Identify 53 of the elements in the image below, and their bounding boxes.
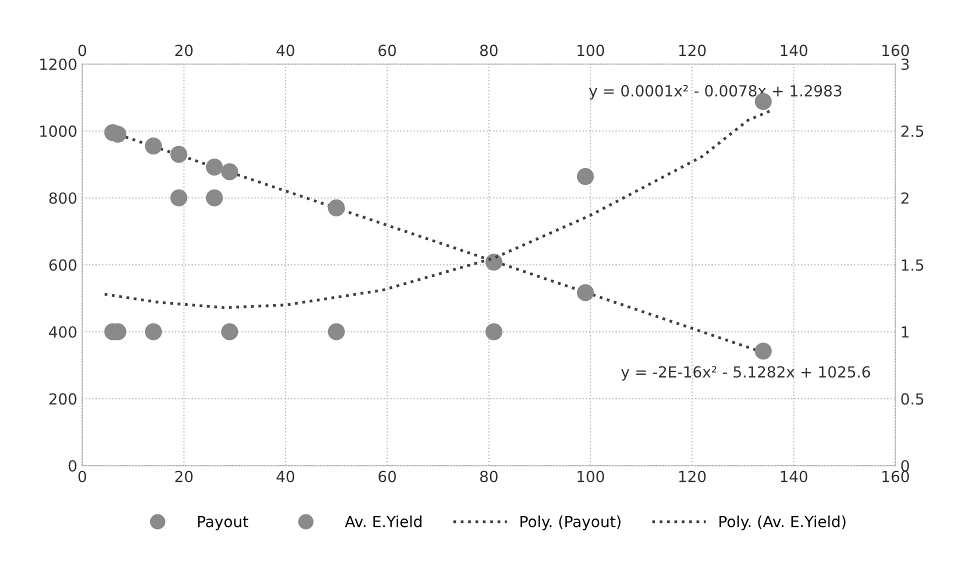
- y2-tick-label: 0: [901, 460, 909, 472]
- x-tick-label: 100: [578, 470, 604, 482]
- y2-tick-label: 2.5: [901, 125, 924, 137]
- point: [206, 189, 223, 206]
- legend-label: Payout: [198, 516, 248, 530]
- point: [485, 323, 502, 340]
- y2-tick-label: 3: [901, 58, 909, 70]
- x2-tick-label: 0: [78, 44, 86, 56]
- annotation: y = 0.0001x² - 0.0078x + 1.2983: [589, 85, 842, 100]
- y-tick-label: 0: [68, 460, 76, 472]
- y-tick-label: 600: [49, 259, 76, 271]
- legend-label: Poly. (Av. E.Yield): [720, 515, 846, 530]
- point: [576, 284, 594, 302]
- x-tick-label: 160: [882, 470, 909, 482]
- point: [144, 323, 162, 340]
- x-tick-label: 40: [276, 470, 294, 482]
- x-tick-label: 60: [378, 470, 396, 482]
- point: [576, 168, 594, 185]
- x2-tick-label: 120: [679, 44, 706, 56]
- x-tick-label: 80: [480, 470, 498, 482]
- point: [144, 138, 162, 155]
- y2-tick-label: 0.5: [901, 393, 924, 405]
- y2-tick-label: 1: [902, 326, 909, 338]
- y2-tick-label: 1.5: [902, 259, 924, 271]
- y-tick-label: 400: [49, 326, 76, 338]
- point: [754, 342, 772, 360]
- point: [206, 158, 223, 176]
- point: [328, 323, 345, 340]
- point: [221, 323, 238, 340]
- x-tick-label: 140: [780, 470, 808, 482]
- x2-tick-label: 100: [578, 44, 604, 56]
- point: [221, 163, 238, 180]
- y2-tick-label: 2: [901, 192, 908, 204]
- x2-tick-label: 20: [175, 44, 193, 56]
- point: [485, 254, 502, 271]
- y-tick-label: 1000: [40, 125, 76, 137]
- x2-tick-label: 60: [378, 44, 396, 56]
- x-tick-label: 0: [78, 470, 86, 482]
- legend-label: Av. E.Yield: [344, 515, 422, 528]
- x2-tick-label: 160: [882, 44, 909, 56]
- y-tick-label: 200: [49, 393, 76, 405]
- y-tick-label: 800: [49, 192, 76, 204]
- x2-tick-label: 140: [780, 44, 808, 56]
- x-tick-label: 20: [175, 470, 193, 482]
- annotation: y = -2E-16x² - 5.1282x + 1025.6: [621, 366, 870, 381]
- point: [170, 146, 188, 163]
- x-tick-label: 120: [679, 470, 706, 482]
- legend-label: Poly. (Payout): [520, 515, 620, 530]
- point: [328, 199, 345, 216]
- point: [170, 189, 188, 206]
- x2-tick-label: 80: [480, 44, 498, 56]
- y-tick-label: 1200: [40, 58, 76, 70]
- x2-tick-label: 40: [276, 44, 294, 56]
